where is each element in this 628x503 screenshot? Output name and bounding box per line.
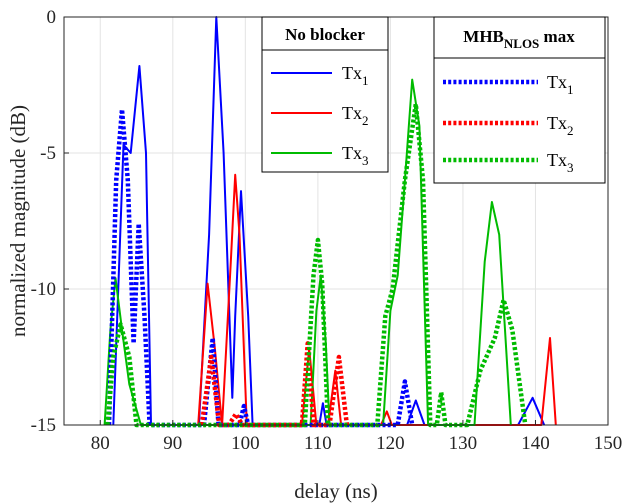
legend-label: Tx1	[342, 63, 369, 88]
legend-label: Tx3	[342, 143, 369, 168]
legend-label: Tx2	[547, 113, 574, 138]
x-tick-label: 140	[521, 433, 550, 454]
x-tick-label: 80	[91, 433, 110, 454]
x-tick-label: 110	[304, 433, 332, 454]
y-tick-label: -10	[31, 279, 56, 300]
series-line-5	[199, 341, 350, 428]
x-tick-label: 130	[449, 433, 478, 454]
legends: No blocker Tx1 Tx2 Tx3 MHBNLOS max Tx1 Tx2 Tx3	[261, 16, 606, 184]
y-tick-label: 0	[47, 7, 57, 28]
legend-label: Tx2	[342, 103, 369, 128]
legend-title: MHBNLOS max	[463, 27, 575, 51]
x-axis-label: delay (ns)	[294, 479, 377, 503]
x-tick-label: 150	[594, 433, 623, 454]
series-line-1	[112, 16, 546, 426]
y-tick-label: -5	[40, 143, 56, 164]
legend-label: Tx3	[547, 150, 574, 175]
legend-title: No blocker	[285, 25, 365, 44]
y-axis-label: normalized magnitude (dB)	[6, 105, 30, 337]
y-tick-label: -15	[31, 415, 56, 436]
legend-mhb-nlos: MHBNLOS max Tx1 Tx2 Tx3	[433, 16, 606, 184]
series-line-6	[105, 101, 528, 428]
legend-no-blocker: No blocker Tx1 Tx2 Tx3	[261, 16, 389, 173]
tick-labels: 80 90 100 110 120 130 140 150 -15 -10 -5 0	[31, 7, 623, 454]
x-tick-label: 90	[163, 433, 182, 454]
x-tick-label: 100	[231, 433, 260, 454]
legend-label: Tx1	[547, 72, 574, 97]
x-tick-label: 120	[376, 433, 405, 454]
